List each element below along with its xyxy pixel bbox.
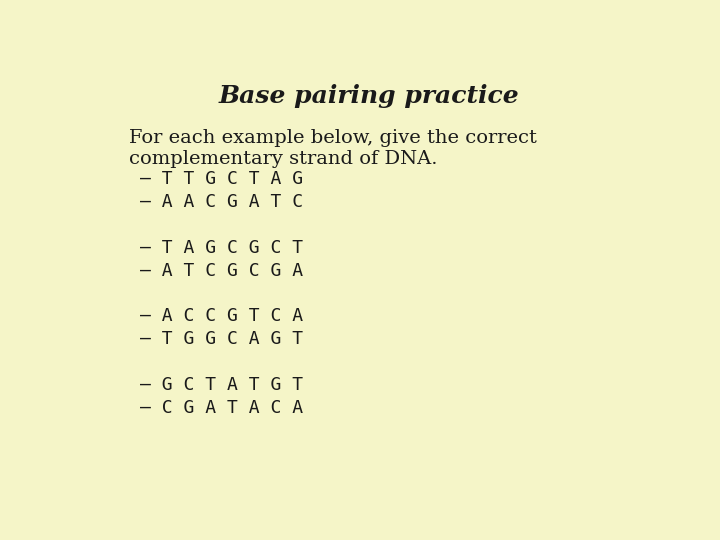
Text: Base pairing practice: Base pairing practice <box>219 84 519 107</box>
Text: – C G A T A C A: – C G A T A C A <box>140 399 303 417</box>
Text: – T G G C A G T: – T G G C A G T <box>140 330 303 348</box>
Text: – G C T A T G T: – G C T A T G T <box>140 376 303 394</box>
Text: complementary strand of DNA.: complementary strand of DNA. <box>129 150 438 168</box>
Text: – A T C G C G A: – A T C G C G A <box>140 261 303 280</box>
Text: – T A G C G C T: – T A G C G C T <box>140 239 303 256</box>
Text: For each example below, give the correct: For each example below, give the correct <box>129 129 537 147</box>
Text: – A A C G A T C: – A A C G A T C <box>140 193 303 211</box>
Text: – T T G C T A G: – T T G C T A G <box>140 170 303 188</box>
Text: – A C C G T C A: – A C C G T C A <box>140 307 303 326</box>
